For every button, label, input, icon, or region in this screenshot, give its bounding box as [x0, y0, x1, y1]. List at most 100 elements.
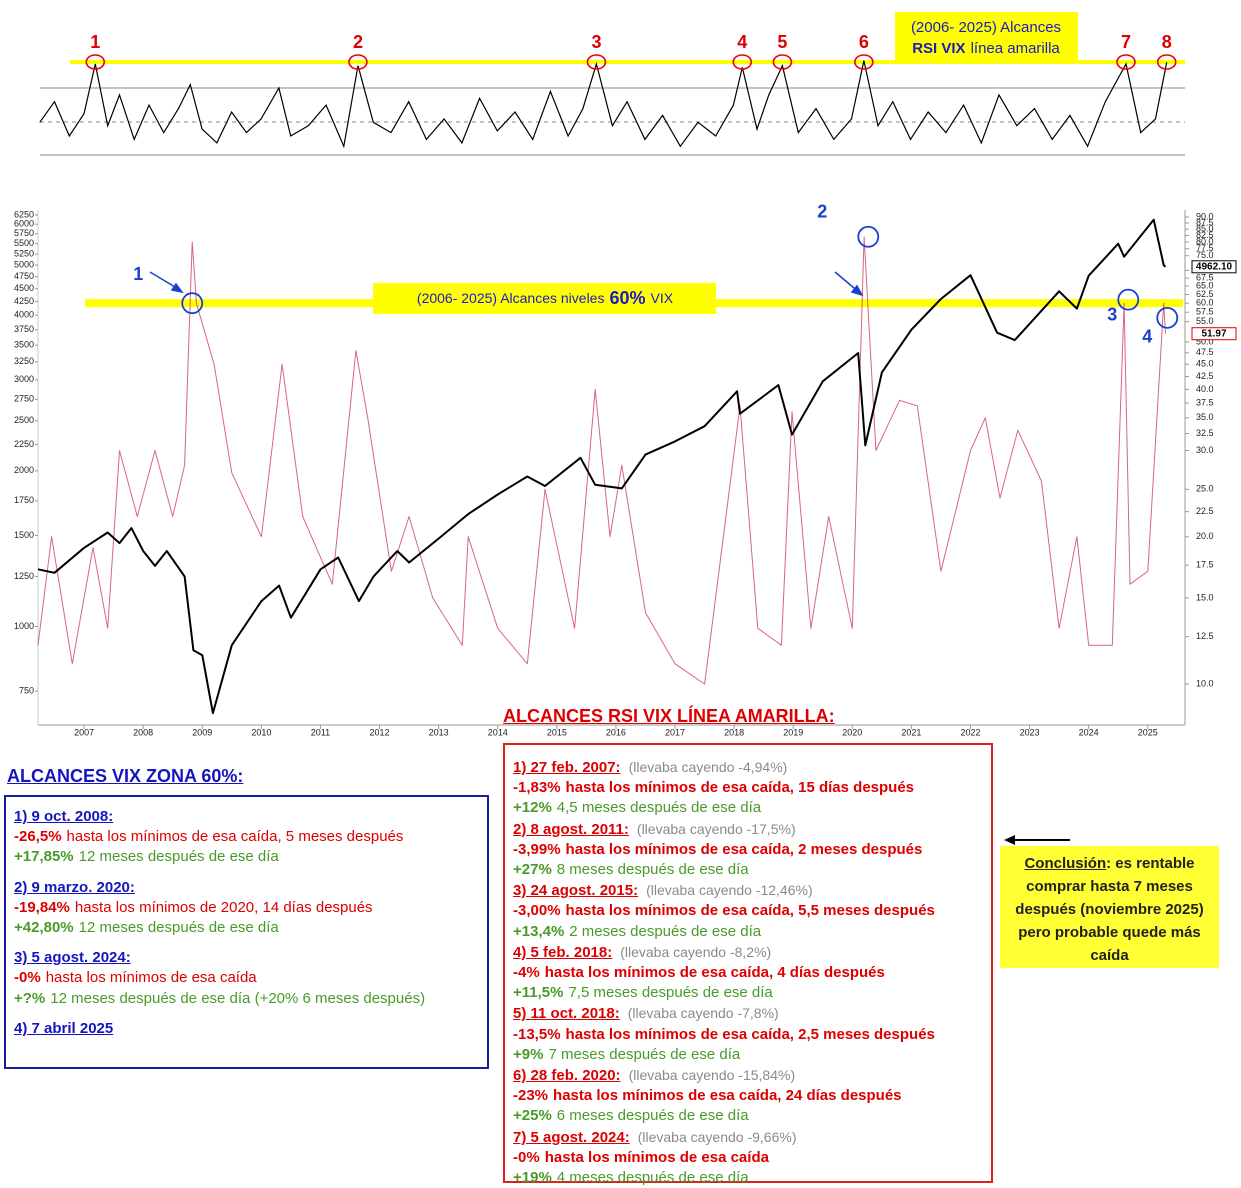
rsi-marker — [1156, 54, 1177, 70]
entry-heading: 1) 27 feb. 2007: — [513, 759, 621, 776]
entry-heading-row: 4) 7 abril 2025 — [14, 1019, 487, 1039]
entry-heading-row: 6) 28 feb. 2020: (llevaba cayendo -15,84%… — [513, 1065, 991, 1086]
rsi-marker — [1116, 54, 1136, 70]
entry-note: (llevaba cayendo -17,5%) — [636, 820, 796, 837]
entry-heading-row: 2) 9 marzo. 2020: — [14, 878, 487, 898]
x-tick-label: 2024 — [1079, 727, 1099, 737]
annotation: RSI VIX línea amarilla — [912, 40, 1060, 57]
entry-heading: 1) 9 oct. 2008: — [14, 808, 114, 825]
y-tick-label: 4500 — [14, 283, 34, 293]
rsi-marker — [854, 54, 874, 70]
y2-tick-label: 55.0 — [1196, 316, 1214, 326]
panel-title: ALCANCES RSI VIX LÍNEA AMARILLA: — [503, 706, 835, 726]
entry-text: hasta los mínimos de 2020, 14 días despu… — [74, 898, 373, 916]
y2-tick-label: 30.0 — [1196, 445, 1214, 455]
x-tick-label: 2009 — [192, 727, 212, 737]
reference-label: (2006- 2025) Alcances niveles 60% VIX — [417, 288, 674, 308]
annotation: (2006- 2025) Alcances — [911, 19, 1061, 36]
x-tick-label: 2013 — [429, 727, 449, 737]
y-tick-label: 3500 — [14, 340, 34, 350]
y2-tick-label: 80.0 — [1196, 236, 1214, 246]
entry-value: -1,83% — [513, 779, 561, 797]
x-tick-label: 2014 — [488, 727, 508, 737]
marker-label: 7 — [1121, 32, 1131, 52]
entry-heading-row: 3) 24 agost. 2015: (llevaba cayendo -12,4… — [513, 880, 991, 901]
entry-line: +9% 7 meses después de ese día — [513, 1045, 991, 1065]
entry-text: 7 meses después de ese día — [548, 1045, 741, 1063]
y-tick-label: 2250 — [14, 439, 34, 449]
x-tick-label: 2010 — [251, 727, 271, 737]
y2-tick-label: 82.5 — [1196, 230, 1214, 240]
entry-line: +?% 12 meses después de ese día (+20% 6 m… — [14, 989, 487, 1009]
last-value-label: 51.97 — [1201, 328, 1226, 339]
entry-heading-row: 1) 27 feb. 2007: (llevaba cayendo -4,94%) — [513, 757, 991, 778]
y2-tick-label: 10.0 — [1196, 678, 1214, 688]
y2-tick-label: 47.5 — [1196, 347, 1214, 357]
entry-line: -3,00% hasta los mínimos de esa caída, 5,… — [513, 901, 991, 921]
x-tick-label: 2012 — [370, 727, 390, 737]
y-tick-label: 2000 — [14, 465, 34, 475]
entry-line: +13,4% 2 meses después de ese día — [513, 922, 991, 942]
entry-value: -4% — [513, 964, 540, 982]
marker-label: 3 — [591, 32, 601, 52]
entry-heading-row: 2) 8 agost. 2011: (llevaba cayendo -17,5%… — [513, 819, 991, 840]
entry-text: hasta los mínimos de esa caída, 4 días d… — [544, 964, 885, 982]
last-value-box — [1191, 327, 1237, 341]
marker-label: 1 — [90, 32, 100, 52]
rsi-marker — [85, 54, 106, 70]
arrow — [149, 271, 864, 297]
entry-heading: 2) 9 marzo. 2020: — [14, 878, 135, 896]
marker-label: 5 — [777, 32, 787, 52]
entry-text: 6 meses después de ese día — [556, 1107, 749, 1125]
y2-tick-label: 12.5 — [1196, 631, 1214, 641]
reference-label-part: 60% — [609, 288, 645, 308]
entry-line: -3,99% hasta los mínimos de esa caída, 2 … — [513, 840, 991, 860]
marker-label: 4 — [737, 32, 747, 52]
entry-note: (llevaba cayendo -7,8%) — [627, 1005, 779, 1022]
vix-line — [37, 236, 1166, 685]
entry-line: -0% hasta los mínimos de esa caída — [513, 1148, 991, 1168]
y-tick-label: 1750 — [14, 495, 34, 505]
annotation-text: línea amarilla — [971, 40, 1061, 57]
y2-tick-label: 40.0 — [1196, 384, 1214, 394]
x-tick-label: 2018 — [724, 727, 744, 737]
y-tick-label: 5250 — [14, 249, 34, 259]
entry-line: +19% 4 meses después de ese día — [513, 1168, 991, 1188]
price-line — [37, 218, 1167, 715]
last-value-label: 4962.10 — [1196, 261, 1233, 272]
y2-tick-label: 25.0 — [1196, 484, 1214, 494]
y2-tick-label: 35.0 — [1196, 412, 1214, 422]
rsi-marker — [732, 54, 753, 70]
conclusion-text: : es rentable comprar hasta 7 meses desp… — [1015, 855, 1204, 964]
entry-line: -19,84% hasta los mínimos de 2020, 14 día… — [14, 898, 487, 918]
y2-tick-label: 85.0 — [1196, 223, 1214, 233]
y2-tick-label: 57.5 — [1196, 307, 1214, 317]
y2-tick-label: 62.5 — [1196, 289, 1214, 299]
entry-value: -3,99% — [513, 840, 561, 858]
y2-tick-label: 50.0 — [1196, 336, 1214, 346]
entry-line: +11,5% 7,5 meses después de ese día — [513, 983, 991, 1003]
x-tick-label: 2008 — [133, 727, 153, 737]
x-tick-label: 2016 — [606, 727, 626, 737]
y2-tick-label: 37.5 — [1196, 397, 1214, 407]
entry-text: 12 meses después de ese día (+20% 6 mese… — [50, 989, 426, 1007]
rsi-line — [39, 60, 1168, 149]
y2-tick-label: 60.0 — [1196, 298, 1214, 308]
x-tick-label: 2022 — [960, 727, 980, 737]
y2-tick-label: 75.0 — [1196, 250, 1214, 260]
y2-tick-label: 45.0 — [1196, 359, 1214, 369]
y2-tick-label: 22.5 — [1196, 506, 1214, 516]
vix-marker — [181, 292, 204, 315]
rsi-marker — [772, 54, 793, 70]
marker-label: 4 — [1142, 327, 1152, 347]
y-tick-label: 750 — [19, 686, 34, 696]
conclusion-box: Conclusión: es rentable comprar hasta 7 … — [1000, 846, 1219, 968]
entry-text: hasta los mínimos de esa caída, 5 meses … — [66, 828, 404, 846]
reference-label-box — [373, 283, 716, 314]
x-tick-label: 2025 — [1138, 727, 1158, 737]
y-tick-label: 3750 — [14, 324, 34, 334]
entry-line: +12% 4,5 meses después de ese día — [513, 798, 991, 818]
panel-title: ALCANCES VIX ZONA 60%: — [7, 766, 244, 786]
marker-label: 2 — [817, 202, 827, 222]
